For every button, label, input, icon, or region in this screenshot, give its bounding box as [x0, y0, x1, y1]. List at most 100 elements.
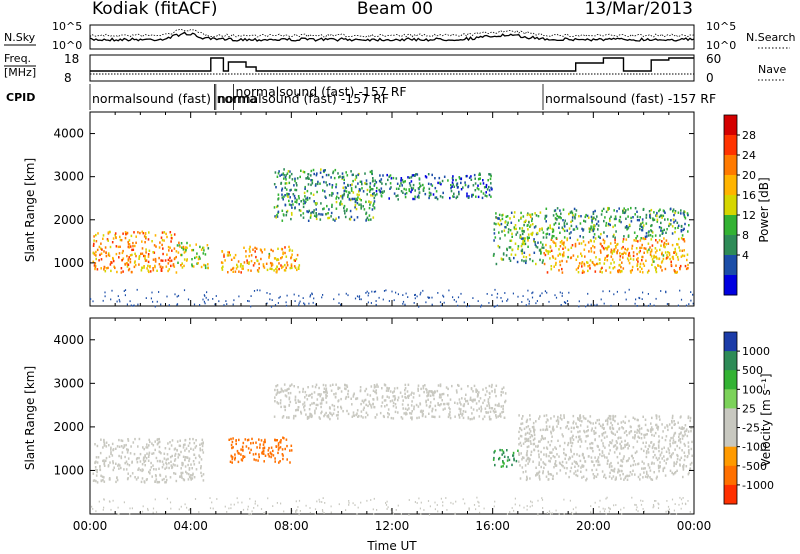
velocity-cell: [193, 441, 196, 445]
velocity-cell: [549, 460, 551, 463]
power-cell: [568, 212, 570, 216]
power-cell: [562, 228, 565, 231]
velocity-cell: [179, 444, 182, 448]
velocity-cell: [111, 454, 114, 457]
power-cell: [478, 173, 480, 176]
velocity-cell: [621, 426, 623, 429]
velocity-cell: [533, 427, 535, 430]
velocity-cell: [384, 405, 386, 408]
velocity-cell: [476, 395, 479, 398]
power-cell: [490, 174, 492, 178]
power-cell: [520, 237, 523, 240]
velocity-cell: [672, 439, 675, 442]
velocity-cell: [681, 427, 684, 431]
power-cell: [357, 182, 359, 185]
power-cell: [169, 259, 171, 263]
velocity-cell: [472, 408, 475, 411]
velocity-cell: [535, 474, 537, 477]
power-cell: [593, 224, 595, 227]
velocity-cell: [267, 453, 270, 456]
power-cell: [432, 193, 435, 196]
power-cell: [641, 267, 643, 271]
power-cell: [648, 248, 650, 251]
velocity-noise-cell: [216, 498, 218, 500]
velocity-cell: [652, 445, 654, 449]
power-cell: [173, 233, 176, 236]
power-cell: [266, 268, 269, 272]
velocity-cell: [559, 417, 562, 420]
velocity-cell: [488, 418, 491, 421]
velocity-cell: [640, 447, 643, 451]
velocity-noise-cell: [117, 513, 119, 516]
velocity-cell: [601, 454, 603, 458]
power-ytick-label: 1000: [53, 256, 84, 270]
power-cell: [495, 262, 498, 266]
velocity-cell: [144, 464, 146, 467]
power-noise-cell: [356, 295, 359, 298]
velocity-cell: [152, 444, 155, 447]
power-cell: [553, 223, 555, 226]
velocity-cell: [138, 467, 140, 470]
velocity-cell: [649, 469, 652, 472]
velocity-cell: [457, 383, 459, 387]
velocity-cell: [563, 466, 566, 470]
power-cell: [536, 231, 538, 235]
velocity-cell: [141, 477, 144, 480]
velocity-noise-cell: [385, 502, 387, 504]
velocity-cell: [413, 407, 415, 411]
velocity-cell: [182, 446, 185, 449]
velocity-cell: [604, 456, 606, 459]
velocity-cell: [670, 436, 672, 440]
velocity-cell: [569, 441, 572, 444]
power-cell: [687, 267, 689, 270]
power-cell: [649, 215, 651, 219]
velocity-cell: [359, 389, 362, 392]
power-cell: [459, 177, 461, 180]
power-cell: [506, 248, 508, 252]
power-cell: [588, 227, 590, 230]
power-cell: [595, 262, 598, 266]
velocity-cell: [474, 398, 476, 401]
power-cell: [388, 197, 390, 200]
power-cell: [374, 179, 376, 182]
power-cell: [549, 226, 551, 230]
power-cell: [665, 231, 667, 234]
velocity-cell: [411, 391, 413, 394]
velocity-cell: [527, 437, 530, 441]
power-cell: [531, 217, 533, 220]
power-cell: [387, 178, 389, 182]
velocity-noise-cell: [653, 505, 655, 508]
velocity-cell: [275, 393, 278, 396]
power-cell: [570, 210, 573, 213]
power-cell: [368, 214, 371, 217]
velocity-cell: [93, 479, 96, 482]
power-cell: [282, 265, 284, 268]
velocity-cell: [647, 474, 649, 477]
velocity-cell: [465, 400, 467, 403]
velocity-cell: [322, 398, 325, 402]
velocity-cell: [650, 478, 652, 481]
velocity-noise-cell: [605, 497, 607, 500]
power-cell: [256, 259, 258, 262]
power-cell: [127, 245, 130, 249]
power-cell: [527, 212, 529, 215]
velocity-cell: [500, 390, 503, 394]
velocity-cell: [630, 430, 633, 433]
velocity-noise-cell: [673, 509, 675, 512]
velocity-cell: [663, 455, 665, 458]
power-cell: [651, 263, 653, 266]
velocity-cell: [628, 457, 630, 460]
power-cell: [582, 236, 585, 239]
power-ytick-label: 3000: [53, 170, 84, 184]
velocity-cell: [662, 430, 664, 433]
velocity-noise-cell: [445, 497, 447, 499]
velocity-cell: [279, 446, 282, 449]
velocity-cell: [149, 440, 151, 444]
power-cell: [676, 243, 678, 246]
power-cell: [170, 259, 173, 262]
velocity-cell: [477, 394, 479, 397]
velocity-cell: [656, 458, 659, 462]
velocity-cell: [184, 458, 186, 461]
velocity-cell: [616, 446, 619, 450]
power-cell: [514, 242, 517, 245]
